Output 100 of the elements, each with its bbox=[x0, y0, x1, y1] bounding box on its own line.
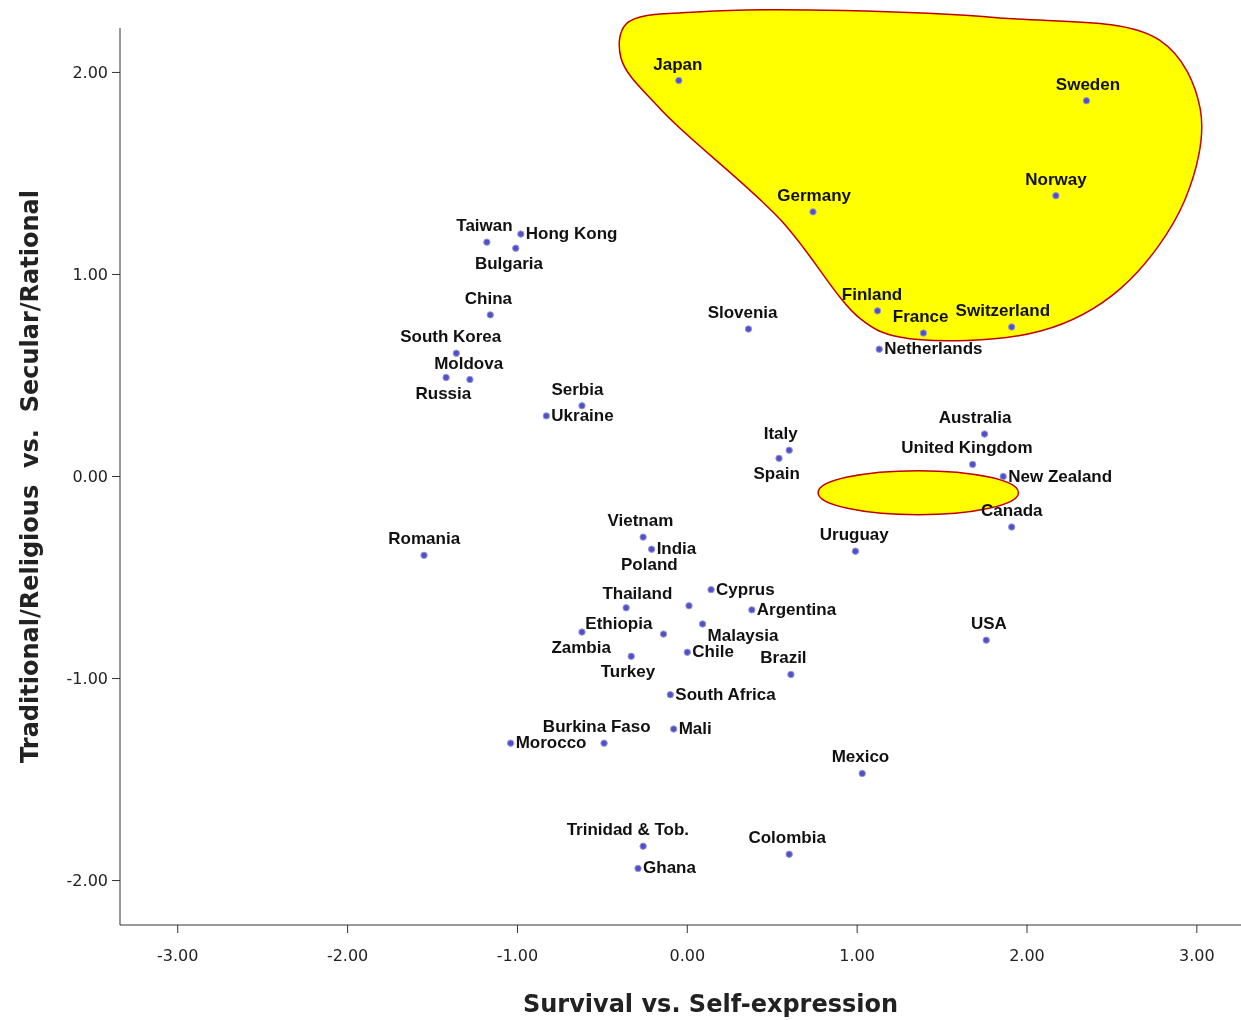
y-axis-title: Traditional/Religious vs. Secular/Rational bbox=[16, 190, 44, 763]
annotation: Canada bbox=[981, 501, 1044, 521]
point bbox=[466, 375, 474, 384]
point bbox=[775, 454, 783, 463]
point bbox=[639, 842, 647, 850]
annotation: United Kingdom bbox=[901, 438, 1033, 458]
annotation: Australia bbox=[938, 408, 1012, 428]
point bbox=[785, 446, 793, 454]
point bbox=[744, 325, 753, 333]
annotation: Italy bbox=[763, 424, 799, 444]
annotation: Argentina bbox=[756, 599, 837, 619]
annotation: Malaysia bbox=[707, 625, 780, 645]
point bbox=[420, 551, 428, 559]
point bbox=[787, 670, 795, 679]
point bbox=[980, 430, 989, 438]
point bbox=[685, 602, 693, 610]
annotation: Trinidad & Tob. bbox=[566, 820, 690, 840]
annotation: Sweden bbox=[1055, 74, 1121, 94]
annotation: France bbox=[892, 307, 949, 327]
point bbox=[873, 307, 882, 315]
point bbox=[666, 690, 675, 699]
annotation: Moldova bbox=[434, 353, 504, 373]
point bbox=[1082, 97, 1091, 105]
annotation: China bbox=[464, 288, 513, 308]
point bbox=[634, 864, 642, 873]
annotation: Netherlands bbox=[884, 339, 983, 359]
point bbox=[517, 230, 525, 238]
annotation: Bulgaria bbox=[474, 254, 544, 274]
annotation: Ethiopia bbox=[585, 613, 653, 633]
point bbox=[578, 628, 586, 636]
point bbox=[707, 585, 715, 594]
annotation: Brazil bbox=[760, 648, 807, 668]
point bbox=[968, 460, 977, 469]
point bbox=[1052, 191, 1060, 200]
annotation: Germany bbox=[777, 185, 852, 205]
annotation: New Zealand bbox=[1008, 466, 1113, 486]
point bbox=[999, 472, 1007, 481]
point bbox=[919, 329, 928, 337]
annotation: Norway bbox=[1025, 169, 1088, 189]
point bbox=[675, 76, 683, 85]
point bbox=[858, 769, 866, 778]
point bbox=[600, 739, 608, 747]
annotation: Russia bbox=[415, 383, 472, 403]
point bbox=[442, 373, 450, 382]
x-tick-label: 1.00 bbox=[839, 946, 875, 965]
annotation: Spain bbox=[753, 464, 800, 484]
annotation: Finland bbox=[841, 284, 903, 304]
point bbox=[809, 208, 817, 216]
annotation: Zambia bbox=[551, 638, 612, 658]
annotation: Slovenia bbox=[707, 303, 779, 323]
annotation: Mali bbox=[678, 719, 712, 739]
x-axis-title: Survival vs. Self-expression bbox=[522, 990, 899, 1018]
x-tick-label: -1.00 bbox=[496, 946, 539, 965]
annotation: Taiwan bbox=[456, 216, 513, 236]
annotation: USA bbox=[970, 614, 1007, 634]
annotation: Thailand bbox=[602, 583, 673, 603]
point bbox=[698, 620, 707, 628]
annotation: Colombia bbox=[748, 828, 827, 848]
x-tick-label: -3.00 bbox=[157, 946, 199, 965]
annotation: Vietnam bbox=[607, 511, 674, 531]
annotation: Turkey bbox=[600, 662, 656, 682]
x-tick-label: 0.00 bbox=[669, 946, 706, 965]
point bbox=[512, 244, 520, 252]
y-tick-label: 1.00 bbox=[72, 265, 108, 285]
point bbox=[785, 850, 793, 858]
point bbox=[639, 533, 647, 541]
point bbox=[647, 545, 656, 553]
point bbox=[542, 412, 551, 420]
annotation: Ukraine bbox=[551, 405, 614, 425]
annotation: Mexico bbox=[831, 747, 890, 767]
annotation: Uruguay bbox=[819, 525, 890, 545]
point bbox=[875, 345, 883, 353]
point bbox=[1008, 323, 1016, 331]
annotation: Chile bbox=[692, 642, 734, 662]
annotation: Japan bbox=[653, 54, 703, 74]
point bbox=[486, 311, 494, 319]
annotation: Ghana bbox=[643, 858, 697, 878]
point bbox=[748, 606, 756, 614]
annotation: Hong Kong bbox=[525, 224, 618, 244]
point bbox=[452, 349, 460, 357]
annotation: Switzerland bbox=[955, 301, 1051, 320]
x-tick-label: 3.00 bbox=[1179, 946, 1215, 965]
point bbox=[622, 604, 630, 612]
point bbox=[483, 238, 491, 246]
point bbox=[1008, 523, 1016, 531]
y-tick-label: -1.00 bbox=[66, 669, 108, 689]
point bbox=[851, 547, 860, 555]
x-tick-label: 2.00 bbox=[1009, 946, 1045, 965]
annotation: Romania bbox=[388, 529, 461, 549]
y-tick-label: 2.00 bbox=[72, 63, 108, 83]
point bbox=[683, 648, 691, 656]
point bbox=[627, 652, 635, 660]
annotation: South Korea bbox=[400, 327, 502, 347]
annotation: Cyprus bbox=[716, 579, 775, 599]
x-tick-label: -2.00 bbox=[326, 946, 369, 965]
y-tick-label: 0.00 bbox=[72, 467, 108, 487]
point bbox=[982, 636, 990, 644]
annotation: Serbia bbox=[551, 379, 604, 399]
annotation: South Africa bbox=[675, 684, 777, 704]
point bbox=[670, 725, 678, 733]
